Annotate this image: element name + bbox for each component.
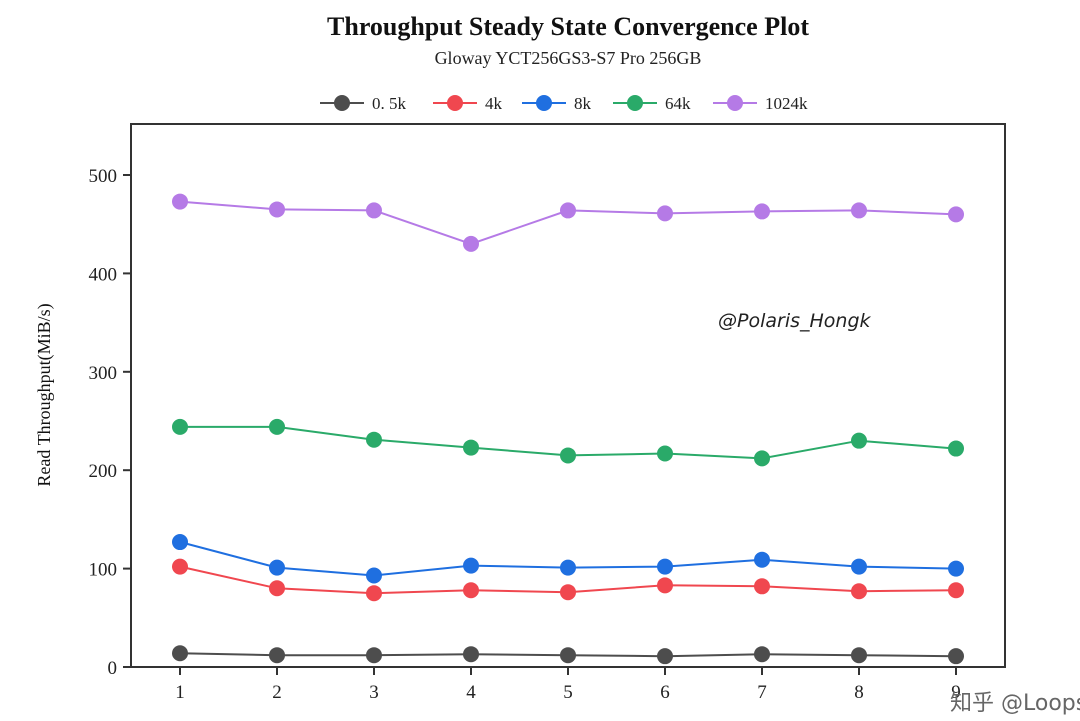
data-point — [948, 206, 964, 223]
y-tick-label: 300 — [89, 363, 118, 384]
y-tick-label: 400 — [89, 264, 118, 285]
data-point — [560, 584, 576, 601]
data-point — [172, 558, 188, 575]
data-point — [657, 577, 673, 594]
data-point — [657, 558, 673, 575]
data-point — [754, 646, 770, 663]
data-point — [269, 201, 285, 218]
y-tick-label: 200 — [89, 461, 118, 482]
data-point — [560, 202, 576, 219]
footer-watermark: 知乎 @Loops — [950, 691, 1080, 716]
data-point — [269, 559, 285, 576]
series-8k — [172, 534, 964, 584]
data-point — [948, 582, 964, 599]
watermark-annotation: @Polaris_Hongk — [718, 310, 872, 332]
data-point — [851, 558, 867, 575]
x-tick-label: 3 — [369, 682, 379, 703]
legend-label: 8k — [574, 94, 592, 113]
data-point — [754, 551, 770, 568]
legend-marker — [627, 95, 643, 111]
data-point — [948, 560, 964, 577]
x-tick-label: 9 — [951, 682, 961, 703]
data-point — [366, 567, 382, 584]
data-point — [366, 202, 382, 219]
series-64k — [172, 418, 964, 467]
legend-marker — [727, 95, 743, 111]
data-point — [948, 648, 964, 665]
y-tick-label: 0 — [108, 658, 118, 679]
data-point — [172, 418, 188, 435]
y-axis: 0 100 200 300 400 500 — [89, 166, 131, 679]
data-point — [851, 583, 867, 600]
series-1024k — [172, 193, 964, 252]
data-point — [463, 235, 479, 252]
x-tick-label: 1 — [175, 682, 185, 703]
y-axis-label: Read Throughput(MiB/s) — [34, 303, 55, 486]
legend-marker — [334, 95, 350, 111]
x-tick-label: 8 — [854, 682, 864, 703]
data-point — [463, 557, 479, 574]
data-point — [948, 440, 964, 457]
data-point — [366, 585, 382, 602]
y-tick-label: 100 — [89, 560, 118, 581]
legend-marker — [447, 95, 463, 111]
legend-label: 1024k — [765, 94, 808, 113]
legend-label: 0. 5k — [372, 94, 407, 113]
chart-title: Throughput Steady State Convergence Plot — [327, 12, 809, 41]
data-point — [560, 559, 576, 576]
data-point — [754, 203, 770, 220]
legend-label: 4k — [485, 94, 503, 113]
data-point — [269, 418, 285, 435]
data-point — [366, 431, 382, 448]
series-0-5k — [172, 645, 964, 665]
data-point — [463, 582, 479, 599]
data-point — [754, 578, 770, 595]
series-layer — [172, 193, 964, 665]
data-point — [560, 447, 576, 464]
y-tick-label: 500 — [89, 166, 118, 187]
data-point — [269, 580, 285, 597]
x-axis: 1 2 3 4 5 6 7 8 9 — [175, 667, 961, 703]
legend: 0. 5k 4k 8k 64k 1024k — [320, 94, 808, 113]
series-4k — [172, 558, 964, 602]
chart-subtitle: Gloway YCT256GS3-S7 Pro 256GB — [435, 48, 702, 68]
data-point — [463, 646, 479, 663]
x-tick-label: 5 — [563, 682, 573, 703]
data-point — [269, 647, 285, 664]
data-point — [657, 205, 673, 222]
data-point — [754, 450, 770, 467]
data-point — [851, 432, 867, 449]
x-tick-label: 2 — [272, 682, 282, 703]
legend-marker — [536, 95, 552, 111]
data-point — [172, 645, 188, 662]
data-point — [172, 193, 188, 210]
data-point — [851, 647, 867, 664]
data-point — [657, 445, 673, 462]
data-point — [560, 647, 576, 664]
x-tick-label: 4 — [466, 682, 476, 703]
data-point — [172, 534, 188, 551]
data-point — [366, 647, 382, 664]
x-tick-label: 6 — [660, 682, 670, 703]
x-tick-label: 7 — [757, 682, 767, 703]
data-point — [657, 648, 673, 665]
legend-label: 64k — [665, 94, 691, 113]
data-point — [463, 439, 479, 456]
data-point — [851, 202, 867, 219]
